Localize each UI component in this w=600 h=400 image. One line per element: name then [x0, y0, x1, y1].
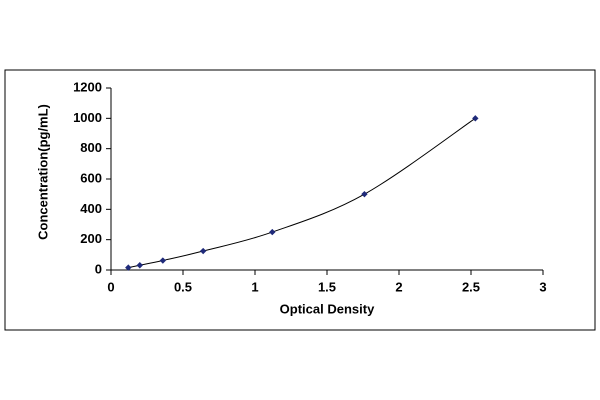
x-tick-label: 1.5 — [318, 279, 336, 294]
y-tick-label: 0 — [95, 261, 102, 276]
chart-frame — [4, 69, 596, 331]
y-tick-label: 1000 — [73, 110, 102, 125]
x-tick-label: 3 — [539, 279, 546, 294]
x-tick-label: 0.5 — [174, 279, 192, 294]
y-tick-label: 600 — [80, 170, 102, 185]
x-axis-label: Optical Density — [280, 301, 375, 316]
data-point — [472, 115, 479, 122]
y-tick-label: 1200 — [73, 79, 102, 94]
data-point — [125, 264, 132, 271]
y-axis-label: Concentration(pg/mL) — [35, 104, 50, 240]
data-point — [136, 262, 143, 269]
data-point — [159, 257, 167, 264]
y-tick-label: 200 — [80, 231, 102, 246]
x-tick-label: 2 — [395, 279, 402, 294]
x-tick-label: 1 — [251, 279, 258, 294]
x-tick-label: 0 — [107, 279, 114, 294]
fit-curve — [128, 117, 476, 269]
data-point — [361, 190, 368, 198]
data-point — [199, 247, 207, 255]
data-point — [269, 228, 276, 236]
y-tick-label: 800 — [80, 140, 102, 155]
y-tick-label: 400 — [80, 201, 102, 216]
x-tick-label: 2.5 — [462, 279, 480, 294]
